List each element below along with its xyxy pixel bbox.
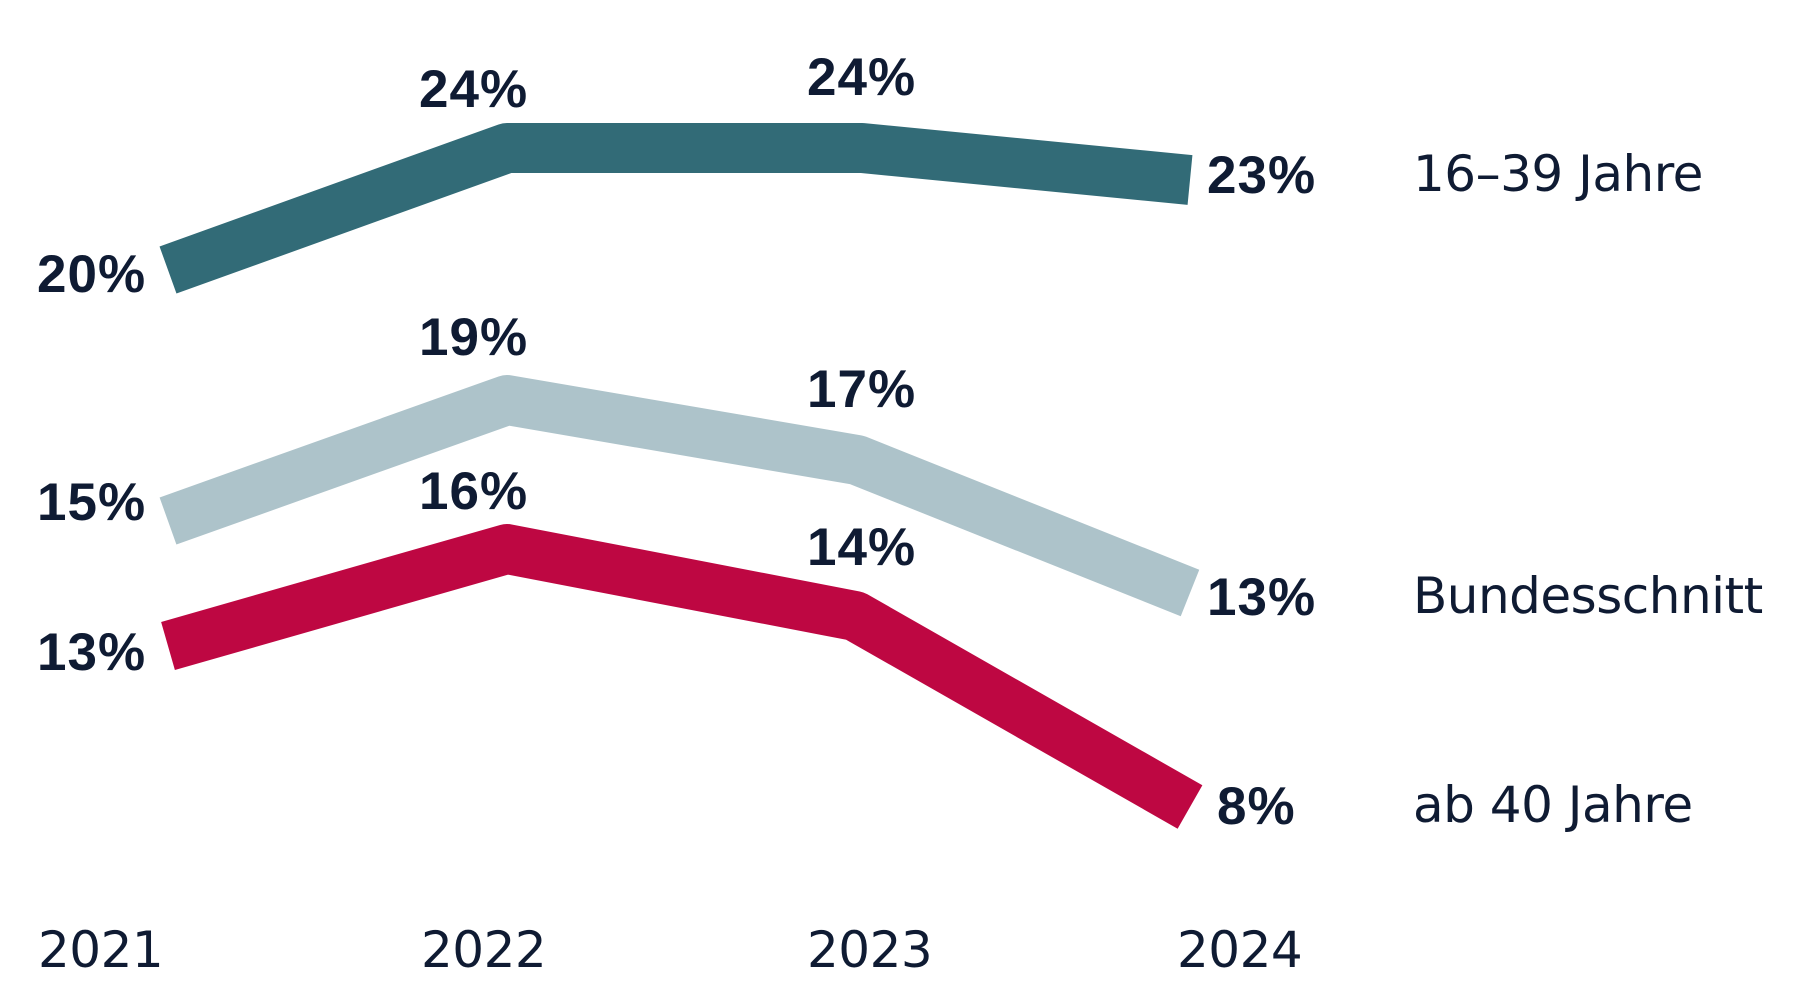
value-label: 20% [37,245,147,304]
x-axis-label-2024: 2024 [1177,921,1303,979]
legend-16-39-jahre: 16–39 Jahre [1413,145,1703,203]
x-axis-label-2022: 2022 [421,921,547,979]
series-line-ab-40-jahre [161,524,1203,829]
value-label: 13% [37,623,147,682]
series-line-16-39-jahre [159,123,1193,294]
value-label: 13% [1207,568,1317,627]
value-label: 17% [807,360,917,419]
value-label: 8% [1217,777,1296,836]
series-line-bundesschnitt [159,375,1200,617]
value-label: 24% [419,60,529,119]
value-label: 19% [419,308,529,367]
legend-ab-40-jahre: ab 40 Jahre [1413,776,1693,834]
legend-bundesschnitt: Bundesschnitt [1413,567,1763,625]
value-label: 16% [419,462,529,521]
value-label: 23% [1207,146,1317,205]
value-label: 14% [807,518,917,577]
x-axis-label-2023: 2023 [807,921,933,979]
value-label: 24% [807,48,917,107]
value-label: 15% [37,473,147,532]
x-axis-label-2021: 2021 [38,921,164,979]
